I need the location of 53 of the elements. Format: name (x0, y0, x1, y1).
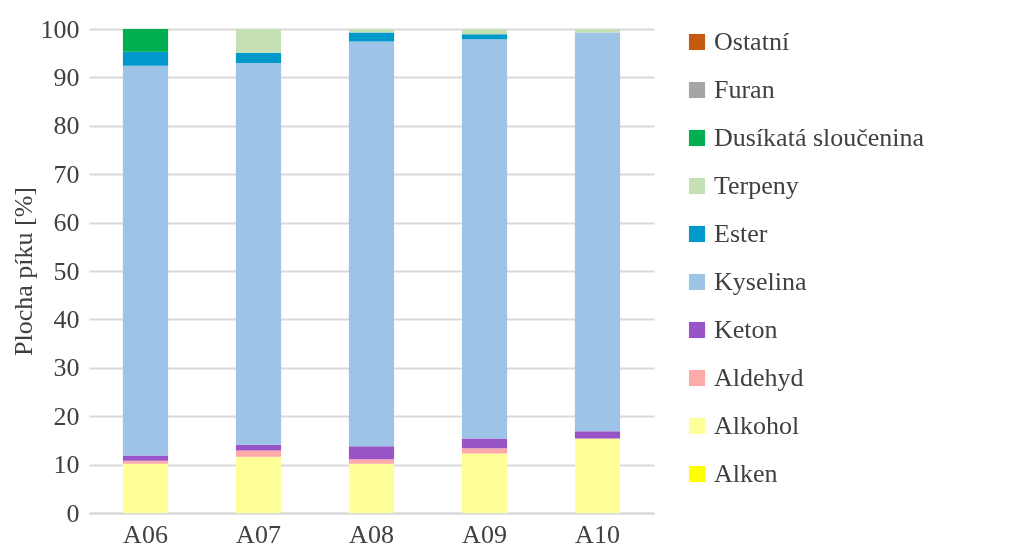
y-tick-label: 60 (53, 208, 80, 238)
bar (122, 29, 169, 52)
bar (235, 29, 282, 53)
bar (122, 65, 169, 456)
bar (122, 455, 169, 461)
bar (574, 32, 621, 432)
x-tick-label: A10 (575, 519, 620, 549)
bar (348, 32, 395, 42)
x-tick-label: A07 (236, 519, 281, 549)
y-tick-label: 70 (53, 159, 80, 189)
y-tick-label: 10 (53, 450, 80, 480)
legend-label: Alkohol (714, 411, 800, 440)
y-axis-title: Plocha píku [%] (8, 187, 38, 356)
bar (574, 431, 621, 439)
bar (461, 34, 508, 40)
bar (122, 463, 169, 513)
bar (348, 41, 395, 447)
bar (235, 456, 282, 513)
bar (122, 51, 169, 66)
y-tick-label: 20 (53, 401, 80, 431)
legend-label: Kyselina (714, 267, 807, 296)
x-tick-label: A08 (349, 519, 394, 549)
bar (461, 453, 508, 513)
bar (348, 446, 395, 460)
legend-label: Keton (714, 315, 778, 344)
y-tick-label: 100 (40, 14, 80, 44)
legend-label: Furan (714, 75, 775, 104)
bar (461, 29, 508, 35)
legend-label: Ester (714, 219, 768, 248)
bar (235, 52, 282, 63)
legend-label: Ostatní (714, 27, 790, 56)
bar (348, 459, 395, 464)
y-tick-label: 90 (53, 62, 80, 92)
y-tick-label: 30 (53, 353, 80, 383)
bar (461, 438, 508, 449)
legend-label: Dusíkatá sloučenina (714, 123, 925, 152)
x-tick-label: A06 (123, 519, 168, 549)
bar (235, 62, 282, 445)
y-tick-label: 50 (53, 256, 80, 286)
legend-label: Alken (714, 459, 778, 488)
x-tick-label: A09 (462, 519, 507, 549)
y-tick-label: 40 (53, 304, 80, 334)
bar (235, 444, 282, 451)
y-tick-label: 80 (53, 111, 80, 141)
bar (348, 463, 395, 513)
y-tick-label: 0 (66, 498, 80, 528)
bar (235, 450, 282, 457)
bar (461, 39, 508, 439)
legend-label: Terpeny (714, 171, 799, 200)
bar (122, 460, 169, 464)
legend-label: Aldehyd (714, 363, 804, 392)
bar (461, 448, 508, 454)
bar (574, 438, 621, 513)
